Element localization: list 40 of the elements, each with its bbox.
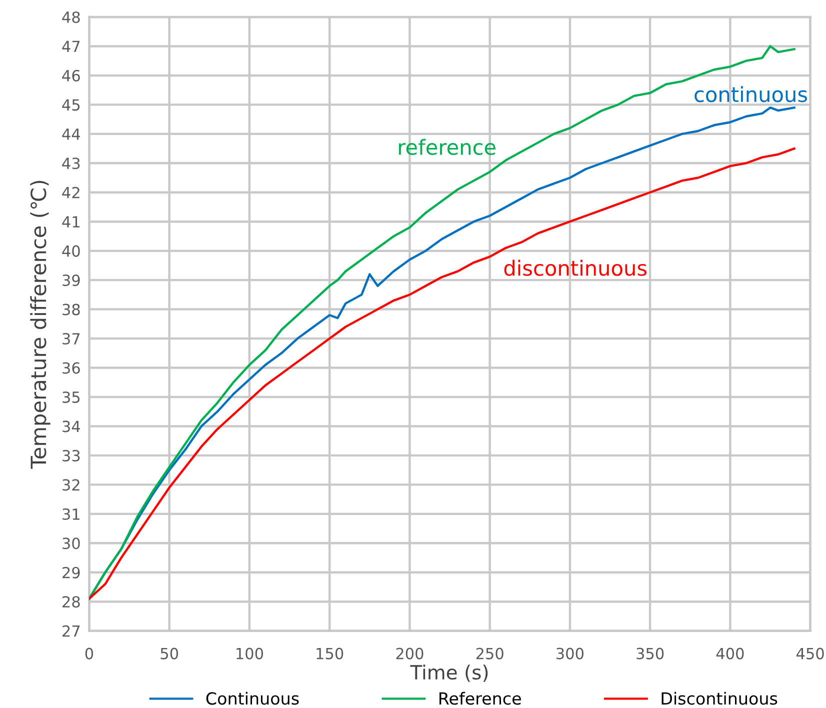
x-tick-label: 250 (476, 648, 504, 660)
y-tick-label: 28 (62, 596, 80, 608)
y-tick-label: 39 (62, 274, 80, 286)
legend-label: Continuous (206, 692, 299, 705)
x-axis-title: Time (s) (410, 664, 488, 682)
y-tick-label: 38 (62, 304, 80, 316)
y-tick-label: 37 (62, 332, 80, 345)
legend-label: Reference (440, 692, 521, 705)
x-tick-label: 150 (316, 648, 344, 660)
y-tick-label: 34 (62, 420, 80, 432)
x-tick-label: 350 (636, 648, 664, 660)
y-tick-label: 27 (62, 625, 80, 637)
y-tick-label: 43 (62, 158, 80, 170)
y-tick-label: 30 (62, 538, 80, 550)
y-tick-label: 42 (62, 186, 80, 198)
y-tick-label: 41 (62, 216, 80, 228)
y-tick-label: 33 (62, 450, 80, 462)
y-axis-title: Temperature difference (℃) (30, 180, 50, 469)
x-tick-label: 200 (396, 648, 424, 660)
y-tick-label: 40 (62, 245, 80, 257)
annotation: continuous (694, 86, 808, 102)
y-tick-label: 47 (62, 40, 80, 52)
y-tick-label: 29 (62, 566, 80, 578)
y-tick-label: 45 (62, 99, 80, 111)
annotation: reference (399, 138, 496, 156)
x-tick-label: 400 (716, 648, 744, 660)
x-tick-label: 50 (160, 648, 178, 660)
x-tick-label: 300 (556, 648, 584, 660)
y-tick-label: 48 (62, 11, 80, 24)
y-tick-label: 31 (62, 508, 80, 520)
y-tick-label: 36 (62, 362, 80, 374)
y-tick-label: 32 (62, 479, 80, 491)
annotation: discontinuous (504, 260, 647, 276)
y-tick-label: 35 (62, 391, 80, 404)
x-tick-label: 0 (85, 648, 94, 660)
y-tick-label: 44 (62, 128, 80, 140)
legend-label: Discontinuous (662, 692, 778, 705)
y-tick-label: 46 (62, 70, 80, 82)
x-tick-label: 100 (236, 648, 264, 660)
x-tick-label: 450 (796, 648, 824, 660)
